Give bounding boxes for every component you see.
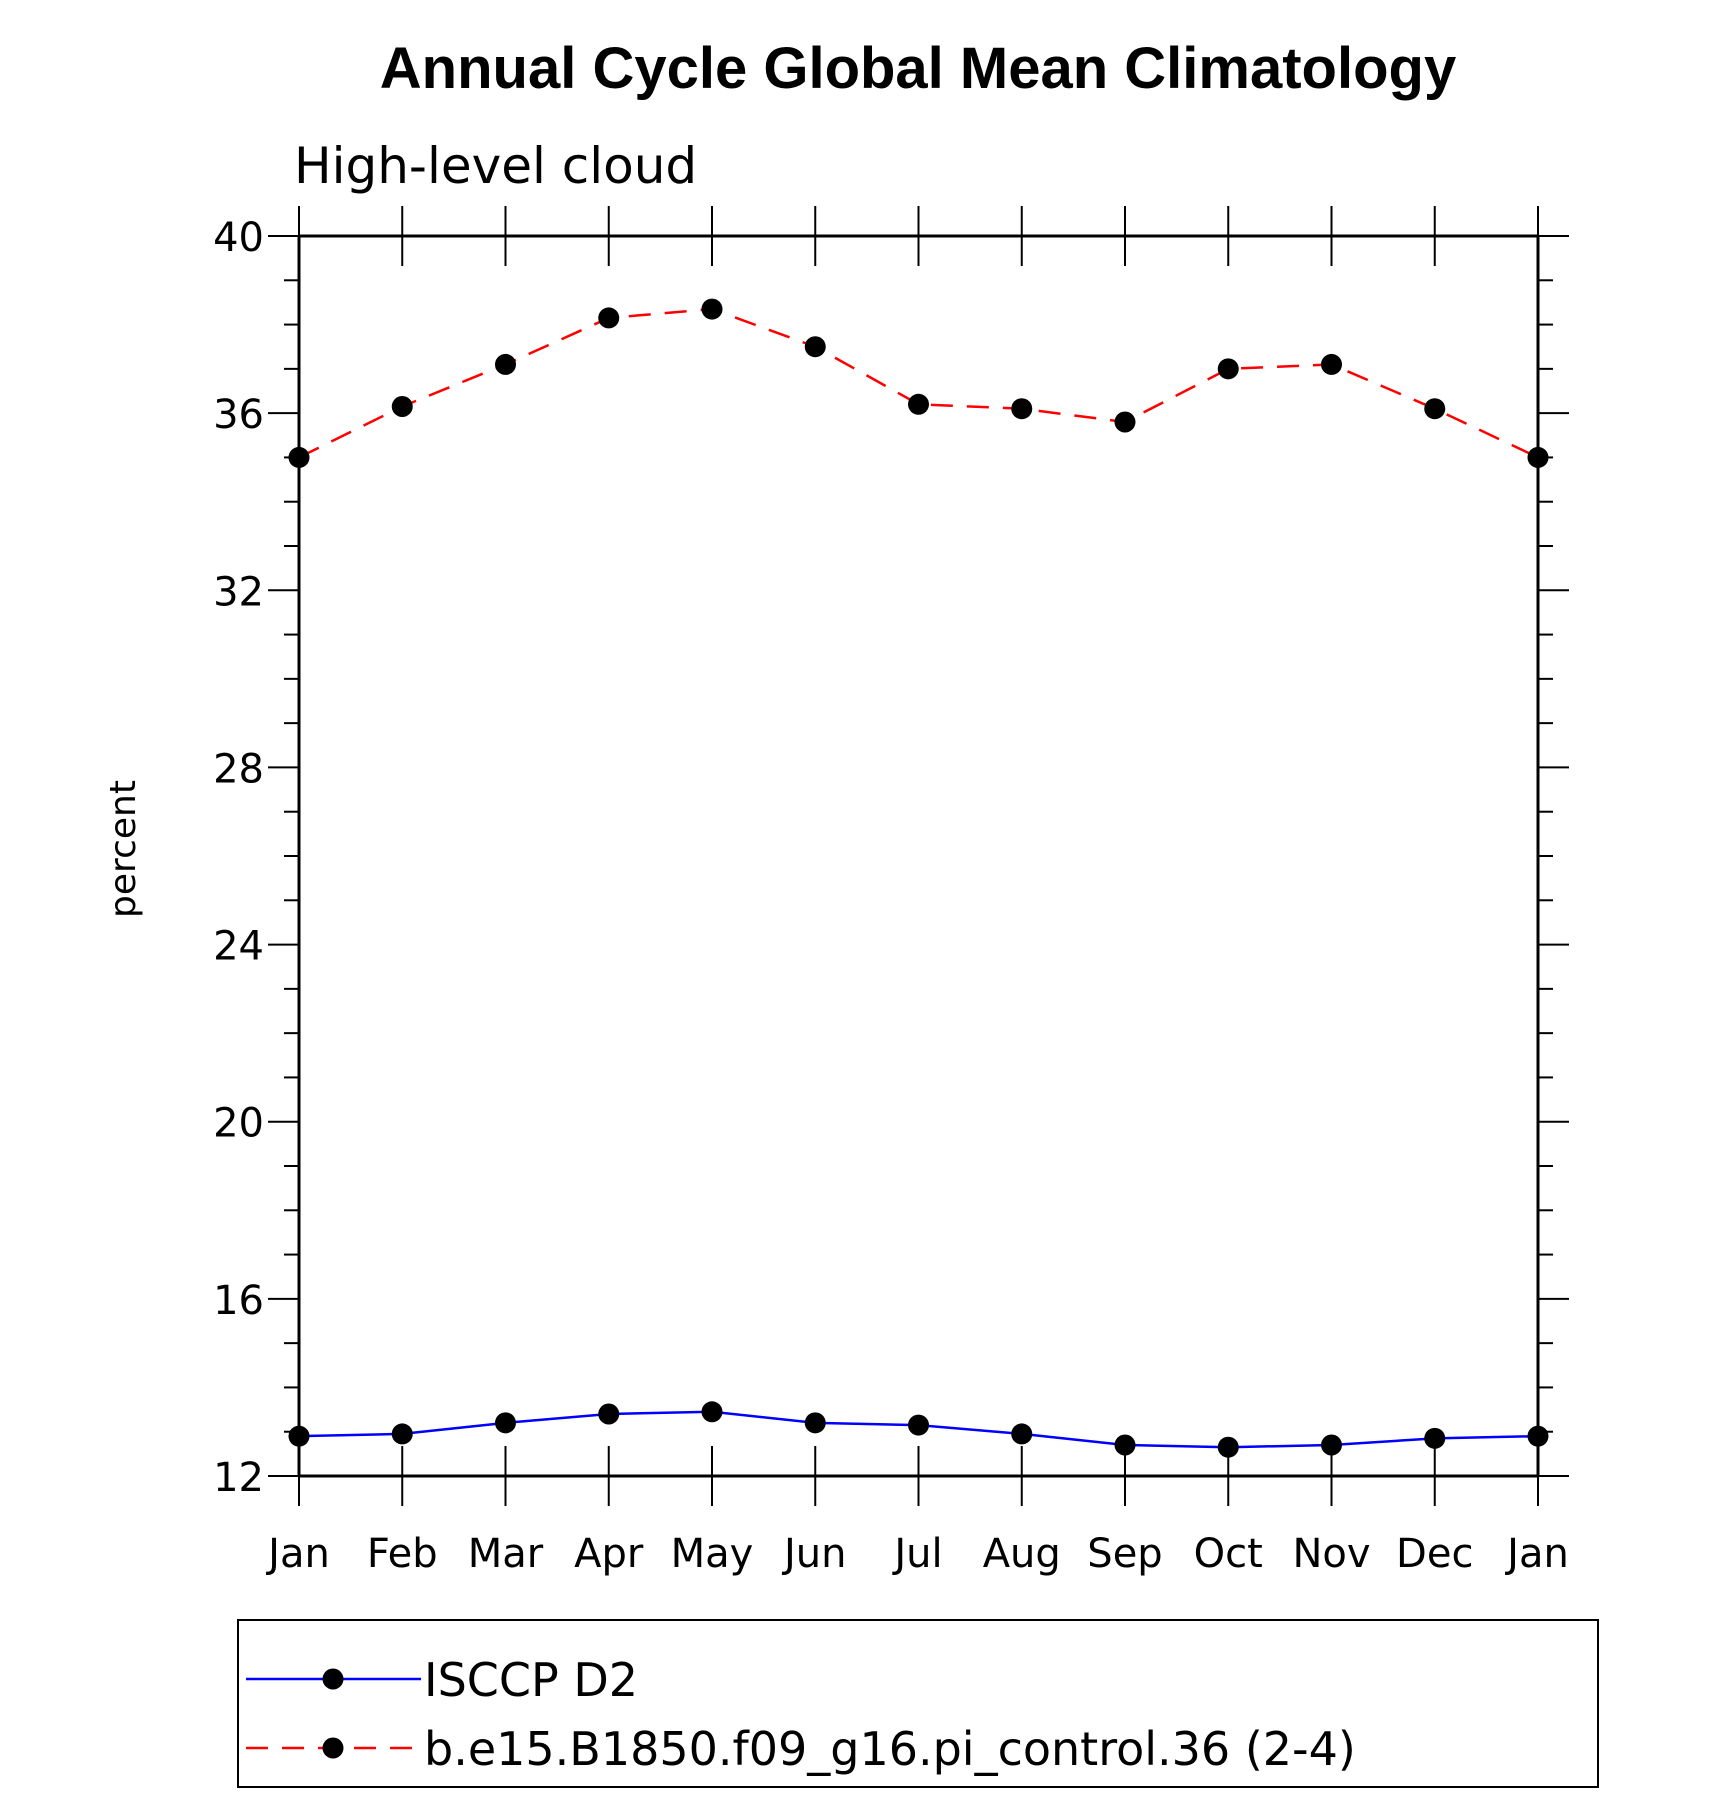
legend-label: b.e15.B1850.f09_g16.pi_control.36 (2-4): [424, 1722, 1356, 1776]
y-tick-label: 20: [213, 1101, 264, 1147]
data-point: [1527, 1425, 1549, 1447]
chart-title: Annual Cycle Global Mean Climatology: [380, 36, 1456, 101]
x-tick-label: Jan: [265, 1531, 330, 1577]
data-point: [1217, 1436, 1239, 1458]
x-tick-label: May: [671, 1531, 754, 1577]
data-point: [495, 1412, 516, 1434]
y-tick-label: 40: [213, 215, 264, 261]
data-point: [1011, 398, 1033, 420]
data-point: [288, 1425, 310, 1447]
x-tick-label: Nov: [1292, 1531, 1370, 1577]
y-axis-label: percent: [103, 780, 144, 918]
data-point: [908, 1414, 929, 1436]
data-point: [391, 1423, 413, 1445]
y-tick-label: 32: [213, 569, 264, 615]
data-point: [1527, 446, 1549, 468]
data-point: [598, 307, 620, 329]
legend-label: ISCCP D2: [424, 1653, 638, 1707]
y-tick-label: 28: [213, 746, 264, 792]
x-tick-label: Oct: [1194, 1531, 1263, 1577]
data-point: [1217, 358, 1239, 380]
data-point: [701, 1401, 723, 1423]
series-layer: [288, 298, 1549, 1458]
data-point: [701, 298, 723, 320]
data-point: [598, 1403, 620, 1425]
x-tick-label: Jun: [781, 1531, 847, 1577]
x-tick-label: Mar: [468, 1531, 544, 1577]
x-tick-label: Feb: [367, 1531, 438, 1577]
y-tick-label: 24: [213, 924, 264, 970]
legend: ISCCP D2 b.e15.B1850.f09_g16.pi_control.3…: [246, 1653, 1356, 1776]
y-tick-label: 16: [213, 1278, 264, 1324]
legend-marker: [322, 1737, 344, 1759]
x-tick-label: Sep: [1087, 1531, 1162, 1577]
data-point: [391, 396, 413, 417]
x-tick-label: Apr: [574, 1531, 644, 1577]
data-point: [1321, 353, 1342, 375]
series-line: [298, 307, 1539, 459]
data-point: [1011, 1423, 1033, 1445]
data-point: [908, 393, 929, 415]
y-tick-label: 36: [213, 392, 264, 438]
data-point: [1424, 398, 1446, 420]
data-point: [1114, 1434, 1136, 1456]
axes: 12 16 20 24 28 32 36 40 Jan Feb Mar Apr May Jun Jul Aug…: [213, 206, 1569, 1577]
chart-subtitle: High-level cloud: [294, 137, 697, 195]
legend-box: [237, 1619, 1599, 1788]
x-tick-label: Aug: [983, 1531, 1061, 1577]
x-tick-label: Dec: [1396, 1531, 1473, 1577]
data-point: [1321, 1434, 1342, 1456]
data-point: [1114, 411, 1136, 433]
data-point: [288, 446, 310, 468]
x-tick-label: Jan: [1504, 1531, 1569, 1577]
x-tick-label: Jul: [891, 1531, 942, 1577]
data-point: [804, 1412, 826, 1434]
data-point: [804, 336, 826, 358]
data-point: [1424, 1427, 1446, 1449]
y-tick-label: 12: [213, 1455, 264, 1501]
legend-marker: [322, 1668, 344, 1690]
data-point: [495, 353, 516, 375]
